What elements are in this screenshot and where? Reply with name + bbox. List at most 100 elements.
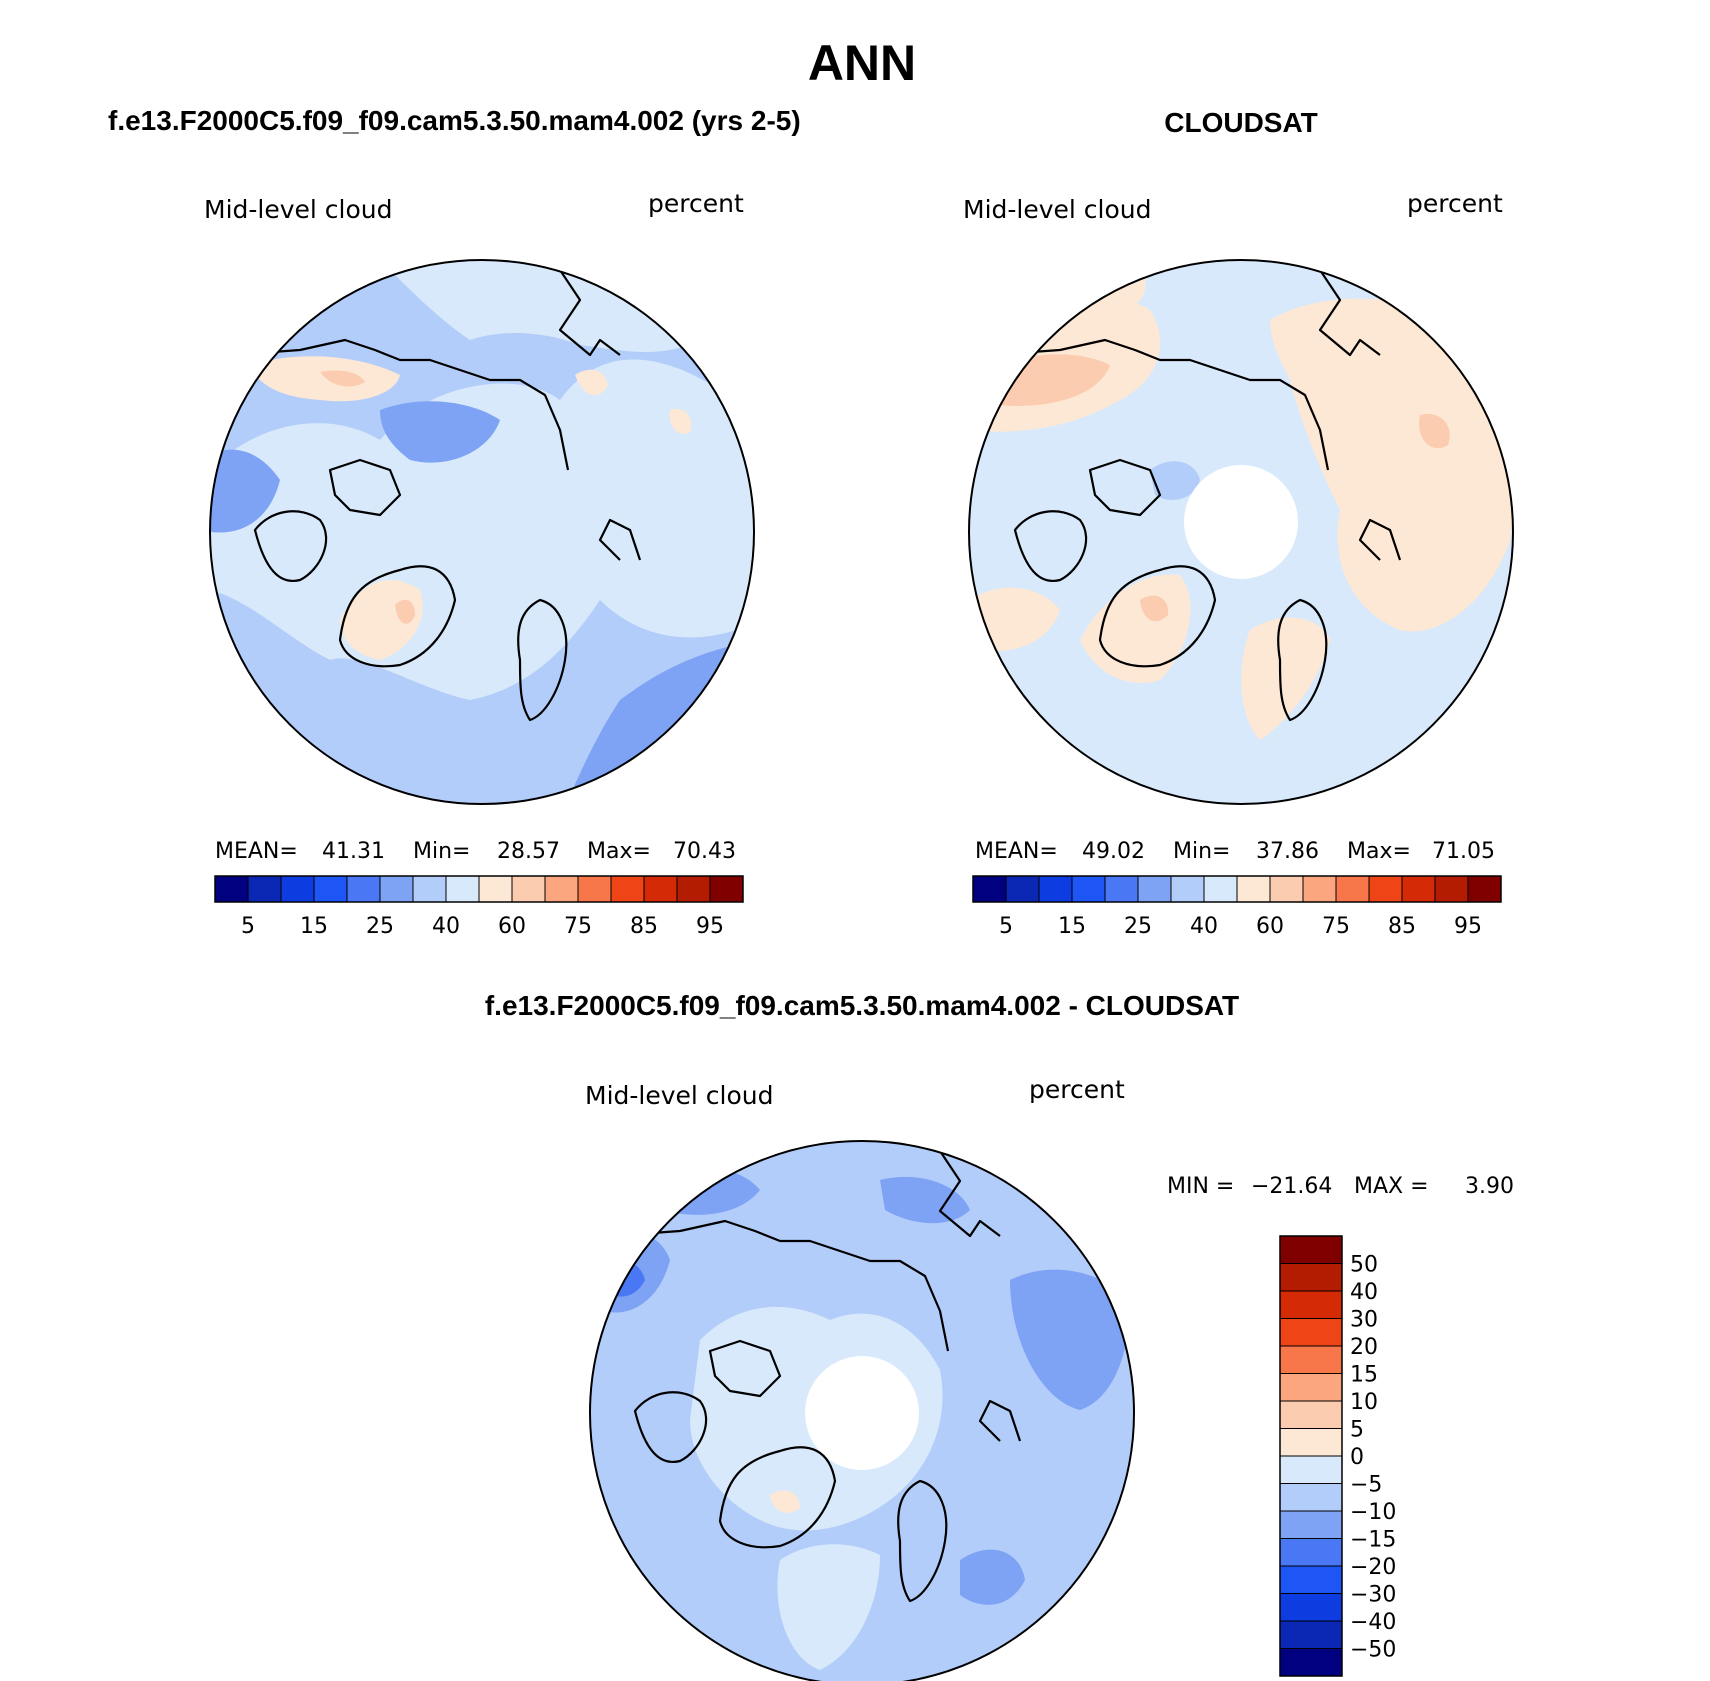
colorbar-swatch [280,875,315,903]
panel-diff-units: percent [1029,1075,1125,1104]
colorbar-swatch [1005,875,1040,903]
colorbar-tick-label: 0 [1350,1445,1364,1470]
stat-max-value: 71.05 [1432,839,1495,864]
coast-greenland [718,1446,837,1549]
field-light-2 [777,1544,880,1670]
colorbar-tick-label: 5 [1350,1418,1364,1443]
coastlines [989,269,1402,722]
panel-diff-title: f.e13.F2000C5.f09_f09.cam5.3.50.mam4.002… [485,990,1239,1021]
colorbar-swatch [1434,875,1469,903]
stat-mean-value: 49.02 [1082,839,1145,864]
colorbar-tick-label: 85 [1388,914,1416,939]
stat-min-value: −21.64 [1251,1174,1332,1199]
colorbar-swatch [1401,875,1436,903]
colorbar-tick-label: 20 [1350,1335,1378,1360]
panel-model-variable: Mid-level cloud [204,195,393,224]
coast-russia-east [558,269,621,357]
colorbar-tick-label: 75 [1322,914,1350,939]
panel-diff-map [590,1141,1134,1681]
field-mid-5 [960,1549,1025,1605]
field-warm-4 [669,408,692,434]
colorbar-tick-label: −10 [1350,1500,1396,1525]
colorbar-swatch [412,875,447,903]
missing-pole-cap [805,1356,919,1470]
field-mid-2 [1010,1269,1130,1410]
coast-canada [253,510,328,582]
colorbar-swatch [972,875,1007,903]
colorbar-swatch [1279,1648,1343,1677]
coast-alaska [598,518,642,561]
stat-min-label: Min= [413,839,470,864]
panel-model: f.e13.F2000C5.f09_f09.cam5.3.50.mam4.002… [108,105,801,939]
colorbar-tick-label: 5 [241,914,255,939]
colorbar-swatch [709,875,744,903]
stat-min-label: MIN = [1167,1174,1234,1199]
colorbar-swatch [1279,1593,1343,1622]
colorbar-swatch [1279,1510,1343,1539]
colorbar-tick-label: −5 [1350,1473,1382,1498]
field-warm-2 [340,580,423,660]
colorbar-swatch [379,875,414,903]
coast-arctic-islands [328,458,402,517]
panel-model-title: f.e13.F2000C5.f09_f09.cam5.3.50.mam4.002… [108,105,801,136]
colorbar-swatch [1279,1318,1343,1347]
colorbar-tick-label: 95 [696,914,724,939]
coast-canada [633,1391,708,1463]
colorbar-swatch [1104,875,1139,903]
field-mid-4 [880,1176,970,1224]
panel-obs-map-border [968,259,1514,805]
stat-mean-label: MEAN= [975,839,1058,864]
colorbar-swatch [1302,875,1337,903]
panel-obs-stats: MEAN= 49.02 Min= 37.86 Max= 71.05 [975,839,1495,864]
stat-min-label: Min= [1173,839,1230,864]
colorbar-swatch [1368,875,1403,903]
colorbar-tick-label: −20 [1350,1555,1396,1580]
colorbar-swatch [544,875,579,903]
coast-alaska [978,1399,1022,1442]
panel-diff: f.e13.F2000C5.f09_f09.cam5.3.50.mam4.002… [485,990,1514,1681]
colorbar-swatch [445,875,480,903]
panel-obs-variable: Mid-level cloud [963,195,1152,224]
colorbar-tick-label: 60 [1256,914,1284,939]
colorbar-swatch [610,875,645,903]
coast-europe [609,1219,950,1352]
coast-canada [1013,510,1088,582]
panel-obs-map [969,260,1513,804]
coast-russia-east [938,1150,1001,1238]
colorbar-swatch [1467,875,1502,903]
colorbar-tick-label: 15 [1058,914,1086,939]
stat-min-value: 37.86 [1256,839,1319,864]
colorbar-swatch [1137,875,1172,903]
coastlines [229,269,642,722]
coast-scandinavia [1277,598,1328,722]
field-warm-3 [575,369,608,396]
colorbar-swatch [1279,1263,1343,1292]
field-warm-1 [770,1490,800,1513]
colorbar-swatch [346,875,381,903]
field-band-mid-3 [380,401,500,463]
field-warm-core-2 [320,370,365,387]
field-band-mid [210,449,280,533]
panel-model-units: percent [648,189,744,218]
colorbar-swatch [1236,875,1271,903]
colorbar-swatch [676,875,711,903]
panel-model-map-border [209,259,755,805]
stat-max-label: Max= [587,839,651,864]
colorbar-swatch [511,875,546,903]
colorbar-swatch [1071,875,1106,903]
stat-min-value: 28.57 [497,839,560,864]
panel-diff-map-border [589,1140,1135,1681]
panel-diff-variable: Mid-level cloud [585,1081,774,1110]
colorbar-swatch [1170,875,1205,903]
panel-model-stats: MEAN= 41.31 Min= 28.57 Max= 70.43 [215,839,736,864]
colorbar-tick-label: 25 [366,914,394,939]
colorbar-swatch [1279,1345,1343,1374]
panel-obs-units: percent [1407,189,1503,218]
colorbar-swatch [1279,1235,1343,1264]
colorbar-swatch [1279,1400,1343,1429]
figure-title: ANN [808,35,916,91]
field-warm-core-3 [1140,595,1169,622]
colorbar-swatch [1279,1538,1343,1567]
panel-diff-stats: MIN = −21.64 MAX = 3.90 [1167,1174,1514,1199]
